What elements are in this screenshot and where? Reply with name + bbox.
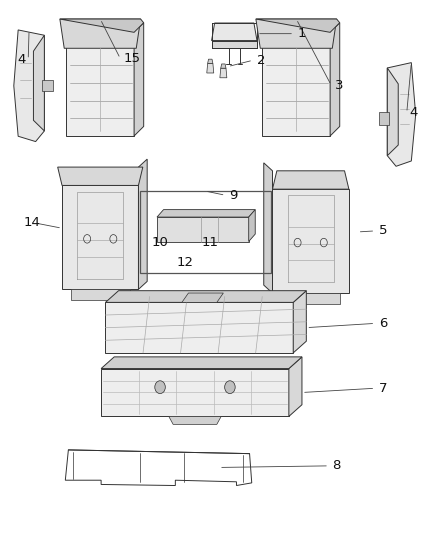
Polygon shape xyxy=(67,33,134,136)
Polygon shape xyxy=(62,185,138,289)
Polygon shape xyxy=(106,302,293,353)
Polygon shape xyxy=(289,357,302,416)
Polygon shape xyxy=(42,80,53,91)
Text: 14: 14 xyxy=(24,216,41,229)
Text: 10: 10 xyxy=(151,236,168,248)
Polygon shape xyxy=(157,209,255,217)
Polygon shape xyxy=(58,167,143,185)
Polygon shape xyxy=(249,209,255,241)
Polygon shape xyxy=(220,68,227,78)
Circle shape xyxy=(155,381,165,393)
Text: 12: 12 xyxy=(177,256,194,269)
Polygon shape xyxy=(33,35,44,131)
Text: 9: 9 xyxy=(229,189,237,202)
Polygon shape xyxy=(264,163,272,293)
Polygon shape xyxy=(134,23,144,136)
Polygon shape xyxy=(221,64,226,68)
Text: 4: 4 xyxy=(409,107,417,119)
Text: 3: 3 xyxy=(335,79,343,92)
Polygon shape xyxy=(101,368,289,416)
Polygon shape xyxy=(106,290,306,302)
Polygon shape xyxy=(101,357,302,368)
Polygon shape xyxy=(256,19,337,49)
Polygon shape xyxy=(256,19,340,33)
Polygon shape xyxy=(387,68,398,156)
Circle shape xyxy=(225,381,235,393)
Text: 11: 11 xyxy=(201,236,219,248)
Polygon shape xyxy=(262,33,330,136)
Text: 2: 2 xyxy=(257,54,265,67)
Polygon shape xyxy=(60,19,144,33)
Text: 8: 8 xyxy=(332,459,341,472)
Polygon shape xyxy=(272,171,349,189)
Polygon shape xyxy=(281,293,340,304)
Polygon shape xyxy=(293,290,306,353)
Polygon shape xyxy=(330,23,340,136)
Text: 7: 7 xyxy=(379,382,387,395)
Polygon shape xyxy=(208,59,213,63)
Bar xyxy=(140,191,271,273)
Polygon shape xyxy=(378,112,389,125)
Polygon shape xyxy=(169,416,221,424)
Polygon shape xyxy=(207,63,214,73)
Polygon shape xyxy=(212,23,257,41)
Polygon shape xyxy=(71,289,130,300)
Polygon shape xyxy=(138,159,147,289)
Polygon shape xyxy=(60,19,141,49)
Polygon shape xyxy=(387,62,416,166)
Text: 4: 4 xyxy=(17,53,26,66)
Text: 5: 5 xyxy=(379,224,387,237)
Polygon shape xyxy=(157,217,249,241)
Text: 15: 15 xyxy=(124,52,141,65)
Polygon shape xyxy=(182,293,223,302)
Polygon shape xyxy=(272,189,349,293)
Text: 6: 6 xyxy=(379,317,387,330)
Polygon shape xyxy=(14,30,44,142)
Text: 1: 1 xyxy=(297,27,306,40)
Polygon shape xyxy=(212,41,257,48)
